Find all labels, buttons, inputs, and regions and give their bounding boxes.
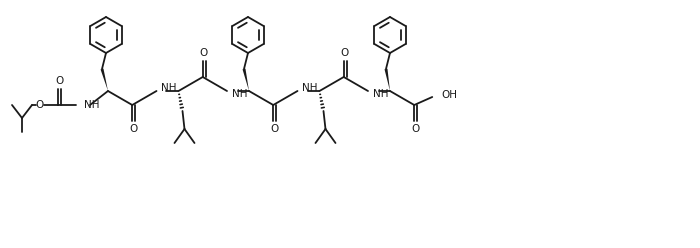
Text: O: O [270,124,279,134]
Text: OH: OH [441,90,457,100]
Polygon shape [242,69,249,91]
Text: NH: NH [373,89,389,99]
Text: O: O [341,48,349,58]
Text: O: O [36,100,44,110]
Text: O: O [55,76,63,86]
Text: O: O [411,124,419,134]
Text: NH: NH [84,100,99,110]
Polygon shape [101,69,108,91]
Text: O: O [199,48,208,58]
Text: NH: NH [162,83,177,93]
Text: NH: NH [302,83,318,93]
Text: NH: NH [232,89,248,99]
Polygon shape [384,69,390,91]
Text: O: O [129,124,137,134]
